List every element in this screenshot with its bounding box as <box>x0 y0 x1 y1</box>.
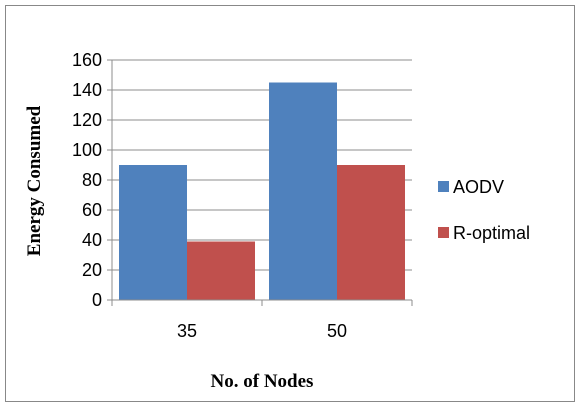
bar-aodv-50 <box>269 82 337 300</box>
y-tick-label: 120 <box>72 110 102 130</box>
y-tick-label: 60 <box>82 200 102 220</box>
legend-swatch-r-optimal <box>438 227 449 238</box>
x-tick-label: 35 <box>177 321 197 341</box>
y-tick-label: 80 <box>82 170 102 190</box>
bars <box>119 82 405 300</box>
y-tick-label: 40 <box>82 230 102 250</box>
x-tick-label: 50 <box>327 321 347 341</box>
legend-label-aodv: AODV <box>453 177 504 197</box>
y-tick-label: 140 <box>72 80 102 100</box>
y-tick-label: 0 <box>92 290 102 310</box>
legend-swatch-aodv <box>438 181 449 192</box>
x-tick-labels: 35 50 <box>177 321 347 341</box>
y-tick-label: 160 <box>72 50 102 70</box>
y-tick-label: 100 <box>72 140 102 160</box>
x-axis-title: No. of Nodes <box>211 371 314 392</box>
y-axis-title: Energy Consumed <box>24 105 45 256</box>
axes <box>107 59 413 306</box>
legend: AODV R-optimal <box>438 177 530 243</box>
bar-aodv-35 <box>119 165 187 300</box>
y-tick-labels: 0 20 40 60 80 100 120 140 160 <box>72 50 102 310</box>
y-tick-label: 20 <box>82 260 102 280</box>
legend-label-r-optimal: R-optimal <box>453 223 530 243</box>
bar-r-optimal-35 <box>187 241 255 300</box>
bar-r-optimal-50 <box>337 165 405 300</box>
